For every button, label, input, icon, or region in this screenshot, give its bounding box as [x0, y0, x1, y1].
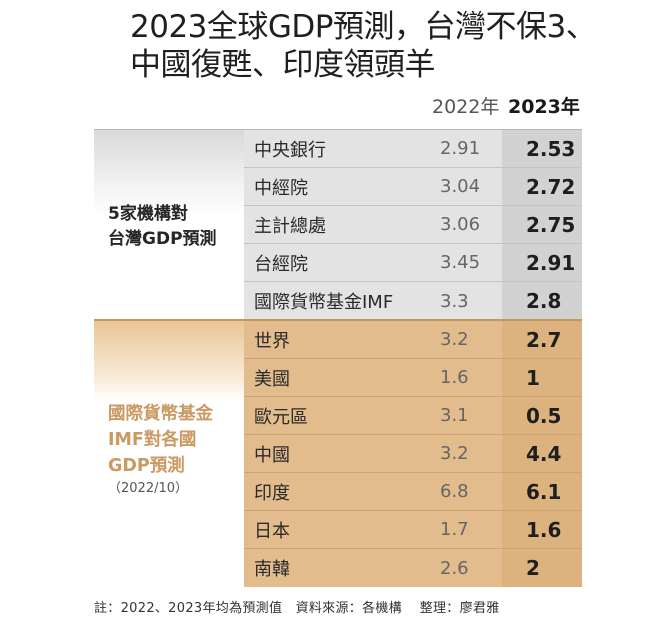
value-2022: 2.6 [440, 557, 469, 579]
row-name: 歐元區 [254, 406, 308, 428]
value-2023: 2.53 [502, 130, 582, 167]
table-row: 主計總處 3.06 2.75 [244, 206, 582, 244]
imf-label-line-1: 國際貨幣基金 [108, 404, 213, 424]
taiwan-section-label: 5家機構對 台灣GDP預測 [94, 130, 244, 321]
value-2023: 0.5 [502, 397, 582, 434]
row-name: 中央銀行 [254, 139, 326, 161]
imf-forecast-section: 國際貨幣基金 IMF對各國 GDP預測 （2022/10） 世界 3.2 2.7… [94, 319, 582, 587]
title-line-2: 中國復甦、印度領頭羊 [130, 47, 436, 83]
table-row: 台經院 3.45 2.91 [244, 244, 582, 282]
imf-label-line-2: IMF對各國 [108, 430, 197, 450]
value-2022: 1.7 [440, 519, 469, 540]
table-row: 中經院 3.04 2.72 [244, 168, 582, 206]
row-name: 主計總處 [254, 215, 326, 237]
value-2022: 3.3 [440, 290, 469, 312]
value-2023: 1 [502, 359, 582, 396]
value-2023: 2.72 [502, 168, 582, 205]
row-name: 台經院 [254, 253, 308, 275]
table-row: 國際貨幣基金IMF 3.3 2.8 [244, 282, 582, 320]
table-row: 日本 1.7 1.6 [244, 511, 582, 549]
source-note: 註：2022、2023年均為預測值 資料來源：各機構 整理：廖君雅 [94, 601, 500, 616]
value-2022: 2.91 [440, 138, 481, 159]
value-2022: 6.8 [440, 481, 469, 502]
value-2023: 2.8 [502, 282, 582, 320]
value-2022: 3.04 [440, 176, 481, 197]
table-row: 南韓 2.6 2 [244, 549, 582, 587]
row-name: 國際貨幣基金IMF [254, 292, 394, 313]
row-name: 美國 [254, 368, 290, 390]
imf-rows: 世界 3.2 2.7 美國 1.6 1 歐元區 3.1 0.5 中國 3.2 4… [244, 321, 582, 587]
taiwan-label-line-2: 台灣GDP預測 [108, 229, 217, 249]
row-name: 日本 [254, 520, 290, 542]
table-row: 印度 6.8 6.1 [244, 473, 582, 511]
value-2022: 3.2 [440, 443, 469, 464]
title-line-1: 2023全球GDP預測，台灣不保3、 [130, 9, 597, 45]
table-row: 歐元區 3.1 0.5 [244, 397, 582, 435]
table-row: 中央銀行 2.91 2.53 [244, 130, 582, 168]
chart-title: 2023全球GDP預測，台灣不保3、 中國復甦、印度領頭羊 [130, 8, 610, 84]
taiwan-rows: 中央銀行 2.91 2.53 中經院 3.04 2.72 主計總處 3.06 2… [244, 130, 582, 321]
row-name: 印度 [254, 482, 290, 504]
value-2023: 2 [502, 549, 582, 587]
taiwan-forecast-section: 5家機構對 台灣GDP預測 中央銀行 2.91 2.53 中經院 3.04 2.… [94, 129, 582, 321]
row-name: 中經院 [254, 177, 308, 199]
value-2023: 4.4 [502, 435, 582, 472]
row-name: 世界 [254, 330, 290, 352]
value-2022: 3.06 [440, 214, 481, 235]
imf-label-date: （2022/10） [108, 481, 189, 496]
value-2023: 6.1 [502, 473, 582, 510]
imf-label-line-3: GDP預測 [108, 456, 185, 476]
value-2022: 3.2 [440, 329, 469, 350]
taiwan-label-line-1: 5家機構對 [108, 204, 188, 224]
value-2022: 3.1 [440, 405, 469, 426]
table-row: 美國 1.6 1 [244, 359, 582, 397]
value-2022: 3.45 [440, 252, 481, 273]
table-row: 中國 3.2 4.4 [244, 435, 582, 473]
column-header-2023: 2023年 [508, 96, 580, 118]
imf-section-label: 國際貨幣基金 IMF對各國 GDP預測 （2022/10） [94, 321, 244, 587]
value-2023: 2.91 [502, 244, 582, 281]
value-2023: 2.7 [502, 321, 582, 358]
table-row: 世界 3.2 2.7 [244, 321, 582, 359]
value-2023: 1.6 [502, 511, 582, 548]
row-name: 中國 [254, 444, 290, 466]
value-2022: 1.6 [440, 367, 469, 388]
value-2023: 2.75 [502, 206, 582, 243]
column-header-2022: 2022年 [432, 96, 500, 118]
row-name: 南韓 [254, 559, 290, 580]
